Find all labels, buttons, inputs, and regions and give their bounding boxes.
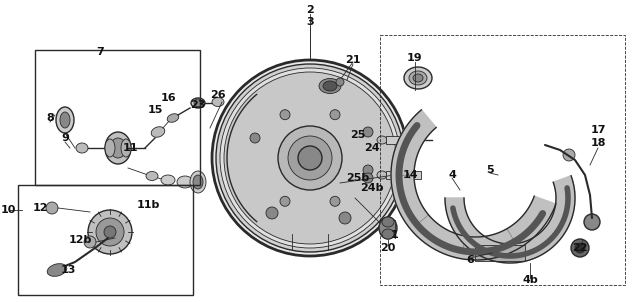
Text: 15: 15 [147,105,163,115]
Text: 1: 1 [391,230,399,240]
Ellipse shape [110,138,126,158]
Bar [386,171,421,179]
Ellipse shape [167,114,179,122]
Polygon shape [391,110,556,260]
Circle shape [288,136,332,180]
Circle shape [584,214,600,230]
Ellipse shape [377,136,387,144]
Ellipse shape [382,217,394,227]
Ellipse shape [47,264,67,276]
Ellipse shape [377,171,387,179]
Circle shape [363,165,373,175]
Text: 22: 22 [572,243,588,253]
Ellipse shape [161,175,175,185]
Circle shape [278,126,342,190]
Text: 18: 18 [590,138,605,148]
Text: 2: 2 [306,5,314,15]
Circle shape [88,210,132,254]
Circle shape [280,196,290,206]
Circle shape [84,236,96,248]
Text: 14: 14 [402,170,418,180]
Text: 8: 8 [46,113,54,123]
Ellipse shape [190,171,206,193]
Circle shape [336,78,344,86]
Ellipse shape [56,107,74,133]
Text: 26: 26 [210,90,226,100]
Text: 11: 11 [122,143,138,153]
Circle shape [298,146,322,170]
Bar [18,185,193,295]
Circle shape [194,99,202,107]
Text: 7: 7 [96,47,104,57]
Circle shape [339,212,351,224]
Circle shape [363,127,373,137]
Ellipse shape [105,139,115,157]
Ellipse shape [191,98,205,108]
Circle shape [104,226,116,238]
Circle shape [280,110,290,120]
Ellipse shape [382,229,394,239]
Polygon shape [445,176,575,263]
Circle shape [266,207,278,219]
Text: 20: 20 [380,243,396,253]
Text: 25b: 25b [346,173,370,183]
Text: 9: 9 [61,133,69,143]
Ellipse shape [177,176,193,188]
Circle shape [220,68,400,248]
Circle shape [571,239,589,257]
Ellipse shape [151,127,164,137]
Ellipse shape [413,74,423,82]
Circle shape [216,64,404,252]
Circle shape [330,196,340,206]
Ellipse shape [146,172,158,181]
Ellipse shape [76,143,88,153]
Circle shape [250,133,260,143]
Ellipse shape [404,67,432,89]
Text: 4: 4 [448,170,456,180]
Bar [475,245,525,261]
Circle shape [363,173,373,183]
Circle shape [563,149,575,161]
Ellipse shape [319,79,341,94]
Text: 24: 24 [364,143,380,153]
Text: 11b: 11b [136,200,160,210]
Ellipse shape [60,112,70,128]
Text: 21: 21 [345,55,361,65]
Text: 17: 17 [590,125,605,135]
Text: 19: 19 [407,53,423,63]
Circle shape [46,202,58,214]
Bar [386,136,421,144]
Text: 6: 6 [466,255,474,265]
Ellipse shape [212,98,224,107]
Text: 13: 13 [60,265,76,275]
Circle shape [330,110,340,120]
Text: 5: 5 [486,165,494,175]
Text: 12b: 12b [68,235,92,245]
Text: 16: 16 [160,93,176,103]
Circle shape [212,60,408,256]
Ellipse shape [105,132,131,164]
Bar [35,50,200,185]
Text: 23: 23 [190,100,205,110]
Bar [380,35,625,285]
Ellipse shape [409,71,427,85]
Ellipse shape [323,81,337,91]
Ellipse shape [193,175,203,189]
Text: 4b: 4b [522,275,538,285]
Ellipse shape [379,217,397,239]
Text: 25: 25 [350,130,365,140]
Ellipse shape [121,139,131,157]
Text: 12: 12 [32,203,48,213]
Circle shape [575,243,585,253]
Text: 10: 10 [0,205,16,215]
Text: 24b: 24b [360,183,384,193]
Circle shape [96,218,124,246]
Text: 3: 3 [306,17,314,27]
Circle shape [224,72,396,244]
